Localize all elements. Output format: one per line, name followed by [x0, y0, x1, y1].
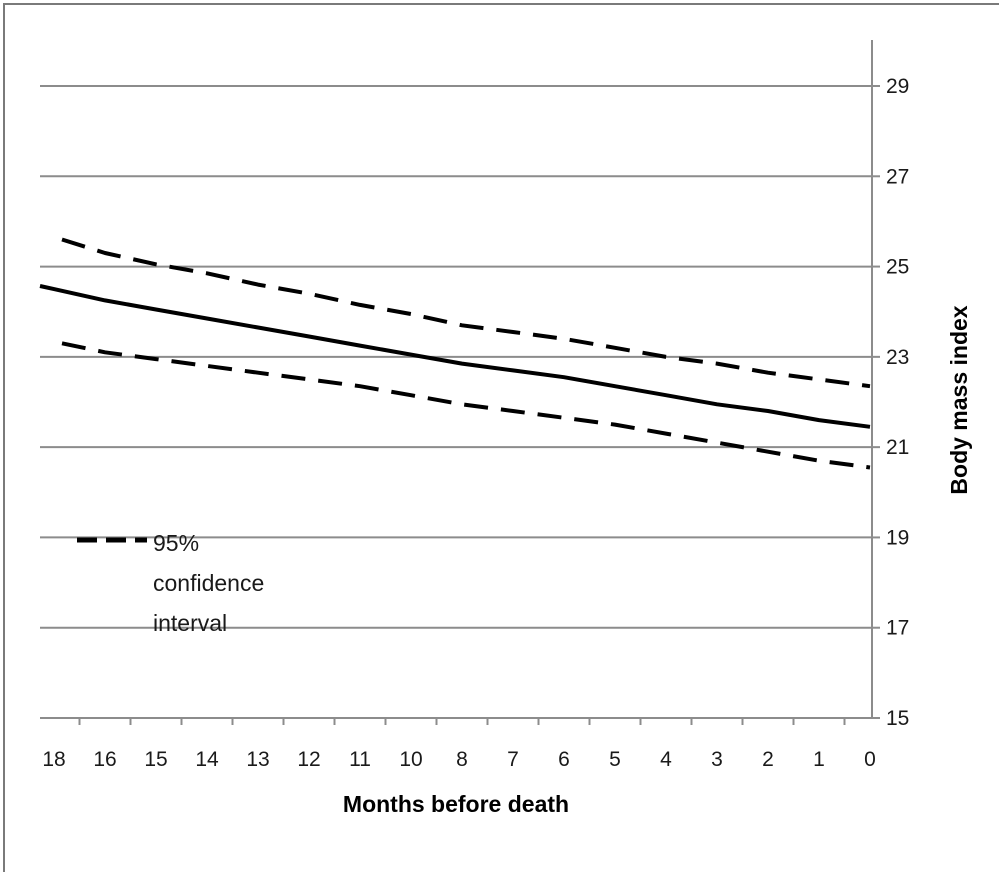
y-tick-label-15: 15: [886, 707, 909, 730]
x-tick-label-6: 6: [558, 748, 570, 771]
y-tick-label-23: 23: [886, 346, 909, 369]
legend-label-line: 95%: [153, 530, 199, 556]
x-tick-label-10: 10: [399, 748, 422, 771]
x-tick-label-5: 5: [609, 748, 621, 771]
x-tick-label-11: 11: [349, 748, 371, 771]
x-tick-label-3: 3: [711, 748, 723, 771]
ci-bound-line-1: [61, 237, 871, 389]
y-tick-label-21: 21: [886, 436, 909, 459]
ci-bound-line-2: [61, 341, 871, 470]
x-tick-label-7: 7: [507, 748, 519, 771]
x-tick-label-2: 2: [762, 748, 774, 771]
x-tick-label-15: 15: [144, 748, 167, 771]
bmi-estimate-line: [39, 284, 871, 429]
legend: 95% confidence interval: [77, 530, 264, 636]
y-tick-label-19: 19: [886, 526, 909, 549]
legend-label-line: confidence: [153, 570, 264, 596]
x-axis-title: Months before death: [343, 791, 569, 817]
x-tick-label-4: 4: [660, 748, 672, 771]
y-tick-label-29: 29: [886, 75, 909, 98]
x-tick-label-18: 18: [42, 748, 65, 771]
x-tick-label-14: 14: [195, 748, 219, 771]
y-axis-title: Body mass index: [946, 305, 972, 494]
x-tick-label-16: 16: [93, 748, 116, 771]
x-tick-label-0: 0: [864, 748, 876, 771]
y-tick-labels: 15 17 19 21 23 25 27 29: [886, 75, 909, 730]
chart-frame: [3, 3, 999, 872]
series-lines: [39, 237, 871, 470]
y-tick-label-17: 17: [886, 617, 909, 640]
x-tick-labels: 18 16 15 14 13 12 11 10 8 7 6 5 4 3 2 1 0: [42, 748, 876, 771]
legend-label: 95% confidence interval: [153, 530, 264, 636]
x-tick-label-1: 1: [813, 748, 825, 771]
y-tick-label-27: 27: [886, 165, 909, 188]
legend-label-line: interval: [153, 610, 227, 636]
x-tick-label-12: 12: [297, 748, 320, 771]
axes: [40, 40, 880, 725]
x-tick-label-8: 8: [456, 748, 468, 771]
x-tick-label-13: 13: [246, 748, 269, 771]
y-tick-label-25: 25: [886, 256, 909, 279]
